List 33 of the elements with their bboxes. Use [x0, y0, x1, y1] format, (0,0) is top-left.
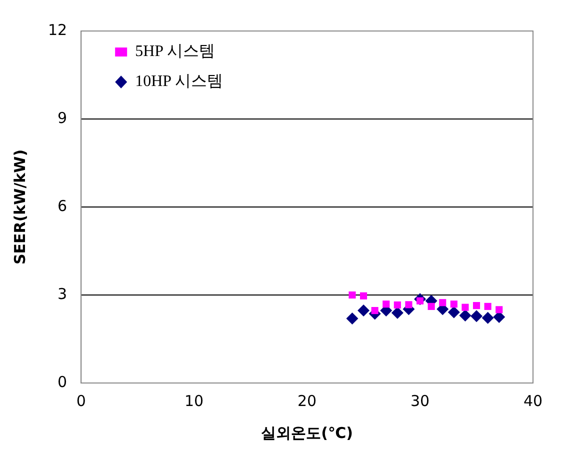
point: [382, 300, 390, 308]
point: [360, 292, 368, 300]
point: [358, 304, 370, 317]
y-tick-label: 0: [58, 372, 68, 391]
point: [470, 310, 483, 322]
y-axis-title: SEER(kW/kW): [10, 149, 29, 265]
y-tick-label: 3: [58, 284, 68, 303]
point: [346, 312, 358, 324]
point: [450, 300, 458, 308]
point: [439, 299, 446, 306]
point: [484, 302, 492, 310]
point: [482, 312, 494, 324]
point: [394, 301, 401, 309]
point: [405, 301, 412, 308]
point: [428, 302, 435, 310]
point: [371, 307, 378, 314]
y-tick-label: 12: [48, 20, 68, 39]
y-tick-label: 6: [58, 196, 68, 215]
legend-label: 10HP 시스템: [135, 73, 223, 90]
x-tick-label: 10: [184, 392, 204, 410]
point: [459, 310, 472, 322]
legend-label: 5HP 시스템: [135, 43, 215, 60]
x-tick-label: 20: [297, 392, 317, 410]
x-tick-label: 0: [76, 392, 86, 410]
point: [496, 306, 503, 314]
x-tick-label: 30: [410, 392, 430, 410]
point: [472, 302, 480, 310]
point: [462, 304, 469, 311]
x-tick-label: 40: [523, 392, 543, 410]
x-axis-title: 실외온도(℃): [261, 424, 353, 442]
point: [348, 291, 356, 299]
y-tick-label: 9: [58, 108, 68, 127]
point: [448, 306, 460, 318]
